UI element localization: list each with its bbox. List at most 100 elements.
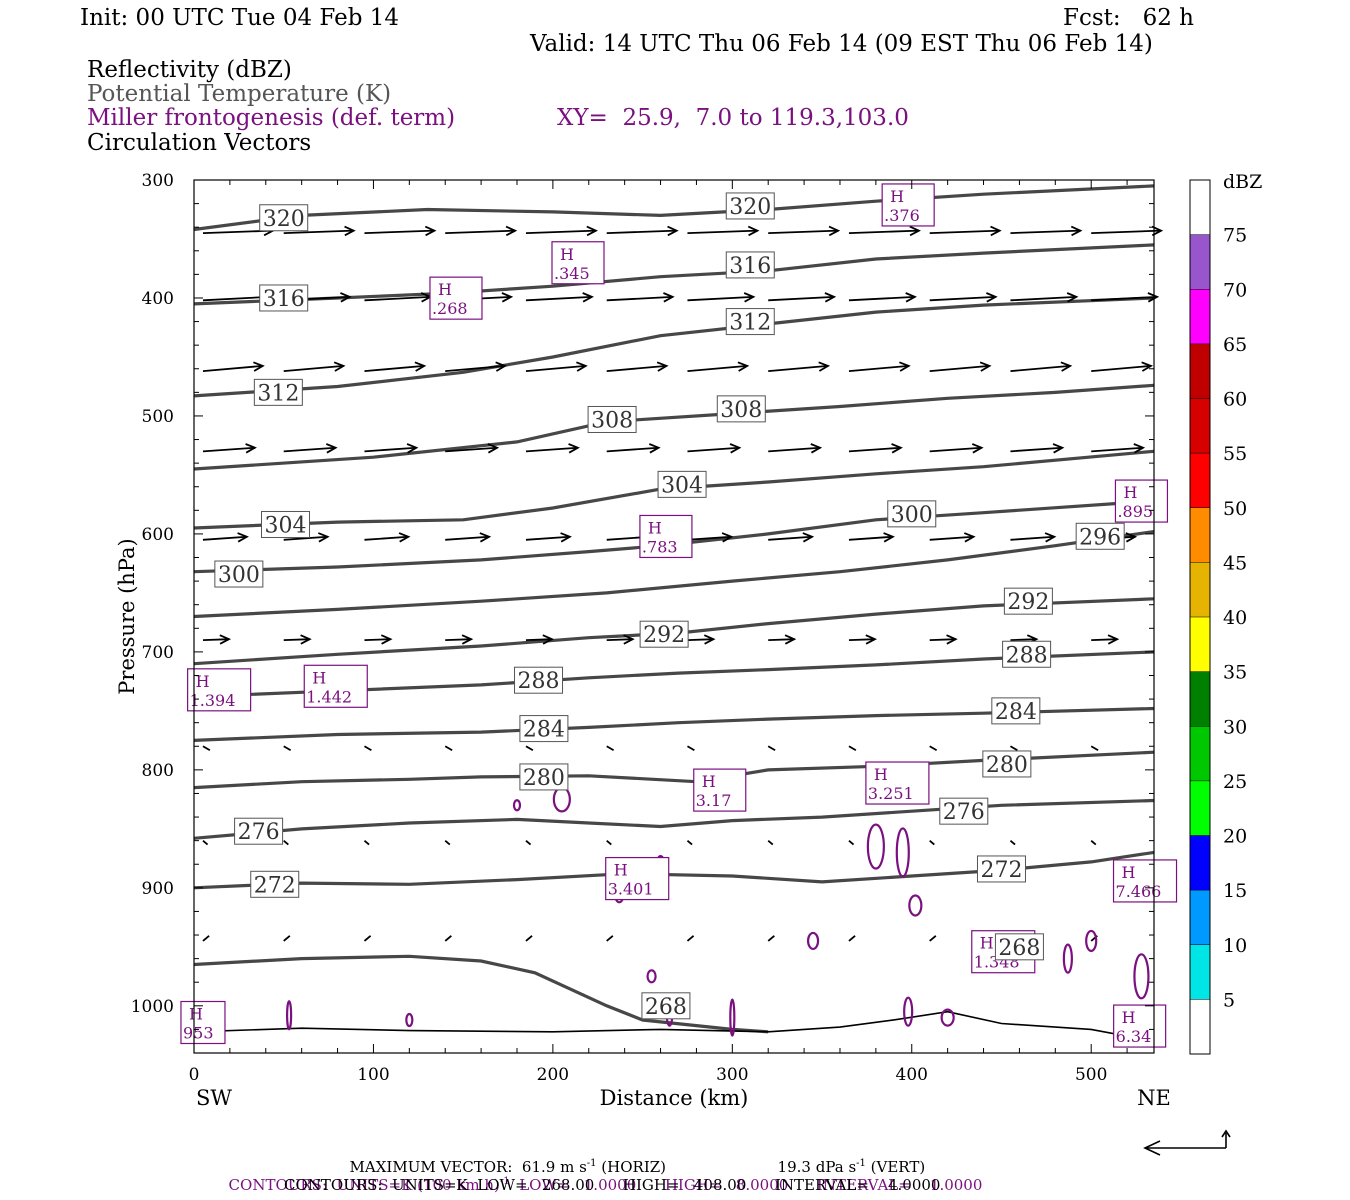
circulation-vector — [848, 839, 855, 846]
circulation-vector — [768, 446, 821, 453]
fronto-max-box — [187, 668, 252, 712]
circulation-vector — [1091, 446, 1144, 453]
fronto-max-value: 3.17 — [696, 791, 732, 810]
circulation-vector — [1010, 229, 1081, 234]
theta-label-box — [991, 697, 1041, 725]
circulation-vector — [363, 935, 372, 942]
forecast-hour: Fcst: 62 h — [1063, 5, 1194, 31]
circulation-vector — [768, 364, 829, 373]
terrain-line — [193, 1010, 1155, 1042]
vector-arrowhead — [905, 292, 917, 303]
frontogenesis-contour — [646, 969, 657, 984]
colorbar-segment — [1190, 944, 1210, 1000]
colorbar-segment — [1190, 398, 1210, 454]
circulation-vector — [1090, 839, 1097, 846]
theta-label: 292 — [1007, 590, 1049, 615]
circulation-vector — [364, 229, 435, 234]
x-right-endpoint: NE — [1137, 1086, 1171, 1110]
fronto-max-box — [303, 664, 368, 708]
circulation-vector — [283, 935, 291, 942]
y-tick-label: 1000 — [131, 997, 174, 1017]
theta-label: 268 — [645, 995, 687, 1020]
circulation-vector — [768, 295, 835, 302]
vector-arrowhead — [990, 225, 1002, 237]
theta-label-box — [519, 715, 569, 743]
vector-arrowhead — [729, 443, 742, 454]
vector-arrowhead — [986, 292, 998, 303]
circulation-vector — [687, 364, 748, 373]
max-vector-horiz: MAXIMUM VECTOR: 61.9 m s — [349, 1158, 587, 1176]
vector-arrowhead — [883, 532, 895, 543]
vector-arrowhead — [568, 443, 580, 454]
theta-contour-316 — [193, 243, 1155, 306]
fronto-max-value: .345 — [554, 264, 590, 283]
vector-arrowhead — [542, 634, 555, 645]
fronto-max-value: 953 — [183, 1024, 214, 1043]
colorbar-segment — [1190, 726, 1210, 781]
fronto-max-value: 7.466 — [1116, 882, 1162, 901]
theta-label-box — [259, 204, 309, 232]
theta-contour-272 — [193, 850, 1155, 890]
y-tick-label: 700 — [142, 643, 174, 663]
frontogenesis-contour — [895, 827, 910, 878]
fronto-max-h: H — [189, 1005, 203, 1024]
fronto-max-value: 3.251 — [868, 784, 914, 803]
vector-arrowhead — [1060, 361, 1073, 372]
colorbar-label: 45 — [1223, 552, 1247, 574]
theta-label: 280 — [986, 753, 1028, 778]
vector-arrowhead — [495, 361, 508, 372]
circulation-vector — [283, 446, 336, 453]
vector-arrowhead — [703, 634, 716, 645]
theta-label: 296 — [1079, 525, 1121, 550]
theta-label-box — [939, 797, 989, 825]
colorbar-segment — [1190, 617, 1210, 672]
vector-arrowhead — [300, 634, 312, 645]
frontogenesis-contour — [940, 1008, 955, 1027]
theta-label: 320 — [729, 195, 771, 220]
x-tick-label: 200 — [537, 1065, 569, 1085]
circulation-vector — [364, 364, 425, 373]
circulation-vector — [848, 446, 901, 453]
circulation-vector — [929, 535, 974, 541]
vector-arrowhead — [810, 443, 823, 454]
circulation-vector — [364, 745, 372, 752]
max-vector-vert-line: 19.3 dPa s-1 (VERT) — [768, 1140, 926, 1175]
fronto-units: CONTOURS: UNITS=K (100 km h) — [228, 1176, 500, 1194]
circulation-vector — [929, 839, 935, 846]
frontogenesis-contour — [903, 996, 914, 1027]
circulation-vector — [606, 295, 673, 302]
vector-arrowhead — [1107, 634, 1120, 645]
frontogenesis-contour — [286, 1000, 293, 1031]
circulation-vector — [606, 839, 612, 846]
circulation-vector — [445, 446, 498, 453]
circulation-vector — [525, 839, 532, 846]
colorbar-label: 65 — [1223, 334, 1247, 356]
circulation-vector — [445, 364, 506, 373]
colorbar-label: 50 — [1223, 498, 1247, 520]
fronto-max-h: H — [890, 187, 904, 206]
circulation-vector — [1010, 535, 1055, 541]
fronto-max-box — [180, 1000, 226, 1045]
theta-contour-284 — [193, 706, 1155, 742]
vector-arrowhead — [325, 443, 338, 454]
theta-label: 308 — [720, 398, 762, 423]
theta-label: 300 — [218, 563, 260, 588]
vector-arrowhead — [424, 225, 437, 237]
theta-label: 316 — [263, 287, 305, 312]
fronto-max-box — [551, 241, 605, 285]
circulation-vector — [525, 364, 586, 373]
fronto-contour-info: CONTOURS: UNITS=K (100 km h)-1 LOW= 1.00… — [219, 1158, 983, 1194]
theta-label-box — [214, 560, 264, 588]
vector-arrowhead — [245, 443, 257, 454]
theta-label: 292 — [643, 623, 685, 648]
circulation-vector — [1009, 745, 1018, 752]
vector-arrowhead — [487, 443, 500, 454]
colorbar-segment — [1190, 780, 1210, 836]
unit-exponent: -1 — [499, 1176, 510, 1187]
theta-label: 288 — [518, 669, 560, 694]
circulation-vector — [687, 745, 695, 752]
circulation-vector — [848, 535, 893, 541]
fronto-max-box — [1112, 859, 1178, 903]
circulation-vector — [1010, 446, 1063, 453]
